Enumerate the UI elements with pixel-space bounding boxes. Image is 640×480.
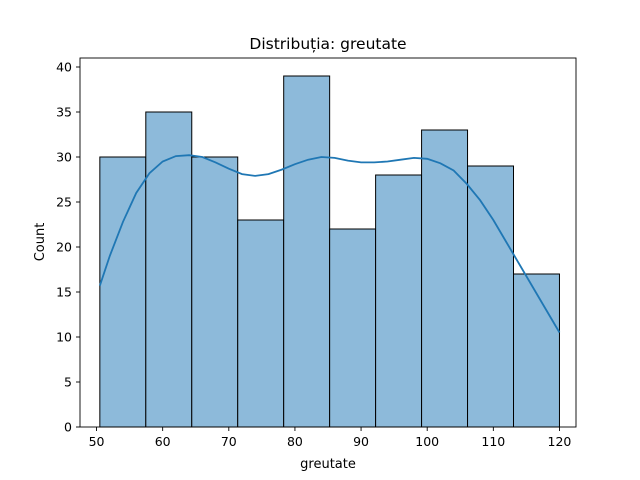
x-tick-label: 120	[548, 434, 572, 449]
histogram-bar-7	[375, 174, 423, 428]
y-tick-label: 40	[56, 60, 72, 75]
histogram-bar-9	[467, 165, 515, 428]
y-tick-label: 5	[64, 375, 72, 390]
y-axis-ticks: 0 5 10 15 20 25 30 35 40	[56, 60, 80, 435]
x-tick-label: 60	[155, 434, 171, 449]
y-tick-label: 15	[56, 285, 72, 300]
y-tick-label: 20	[56, 240, 72, 255]
histogram-bar-10	[513, 273, 560, 428]
y-axis-label: Count	[33, 223, 48, 262]
x-tick-label: 70	[221, 434, 237, 449]
x-axis-ticks: 50 60 70 80 90 100 110 120	[89, 427, 572, 449]
histogram-bar-6	[329, 228, 377, 428]
bars-group	[99, 75, 560, 428]
y-tick-label: 25	[56, 195, 72, 210]
histogram-bar-5	[283, 75, 331, 428]
histogram-bar-8	[421, 129, 469, 428]
histogram-bar-2	[145, 111, 193, 428]
y-tick-label: 0	[64, 420, 72, 435]
histogram-bar-1	[99, 156, 147, 428]
kde-line	[98, 154, 561, 333]
histogram-bar-4	[237, 219, 285, 428]
y-tick-label: 35	[56, 105, 72, 120]
chart-title: Distribuția: greutate	[249, 35, 406, 53]
y-tick-label: 30	[56, 150, 72, 165]
x-tick-label: 90	[353, 434, 369, 449]
x-tick-label: 50	[89, 434, 105, 449]
plot-frame	[79, 57, 577, 428]
x-axis-label: greutate	[300, 457, 356, 472]
x-tick-label: 110	[481, 434, 505, 449]
x-tick-label: 100	[415, 434, 439, 449]
y-tick-label: 10	[56, 330, 72, 345]
histogram-bar-3	[191, 156, 239, 428]
x-tick-label: 80	[287, 434, 303, 449]
